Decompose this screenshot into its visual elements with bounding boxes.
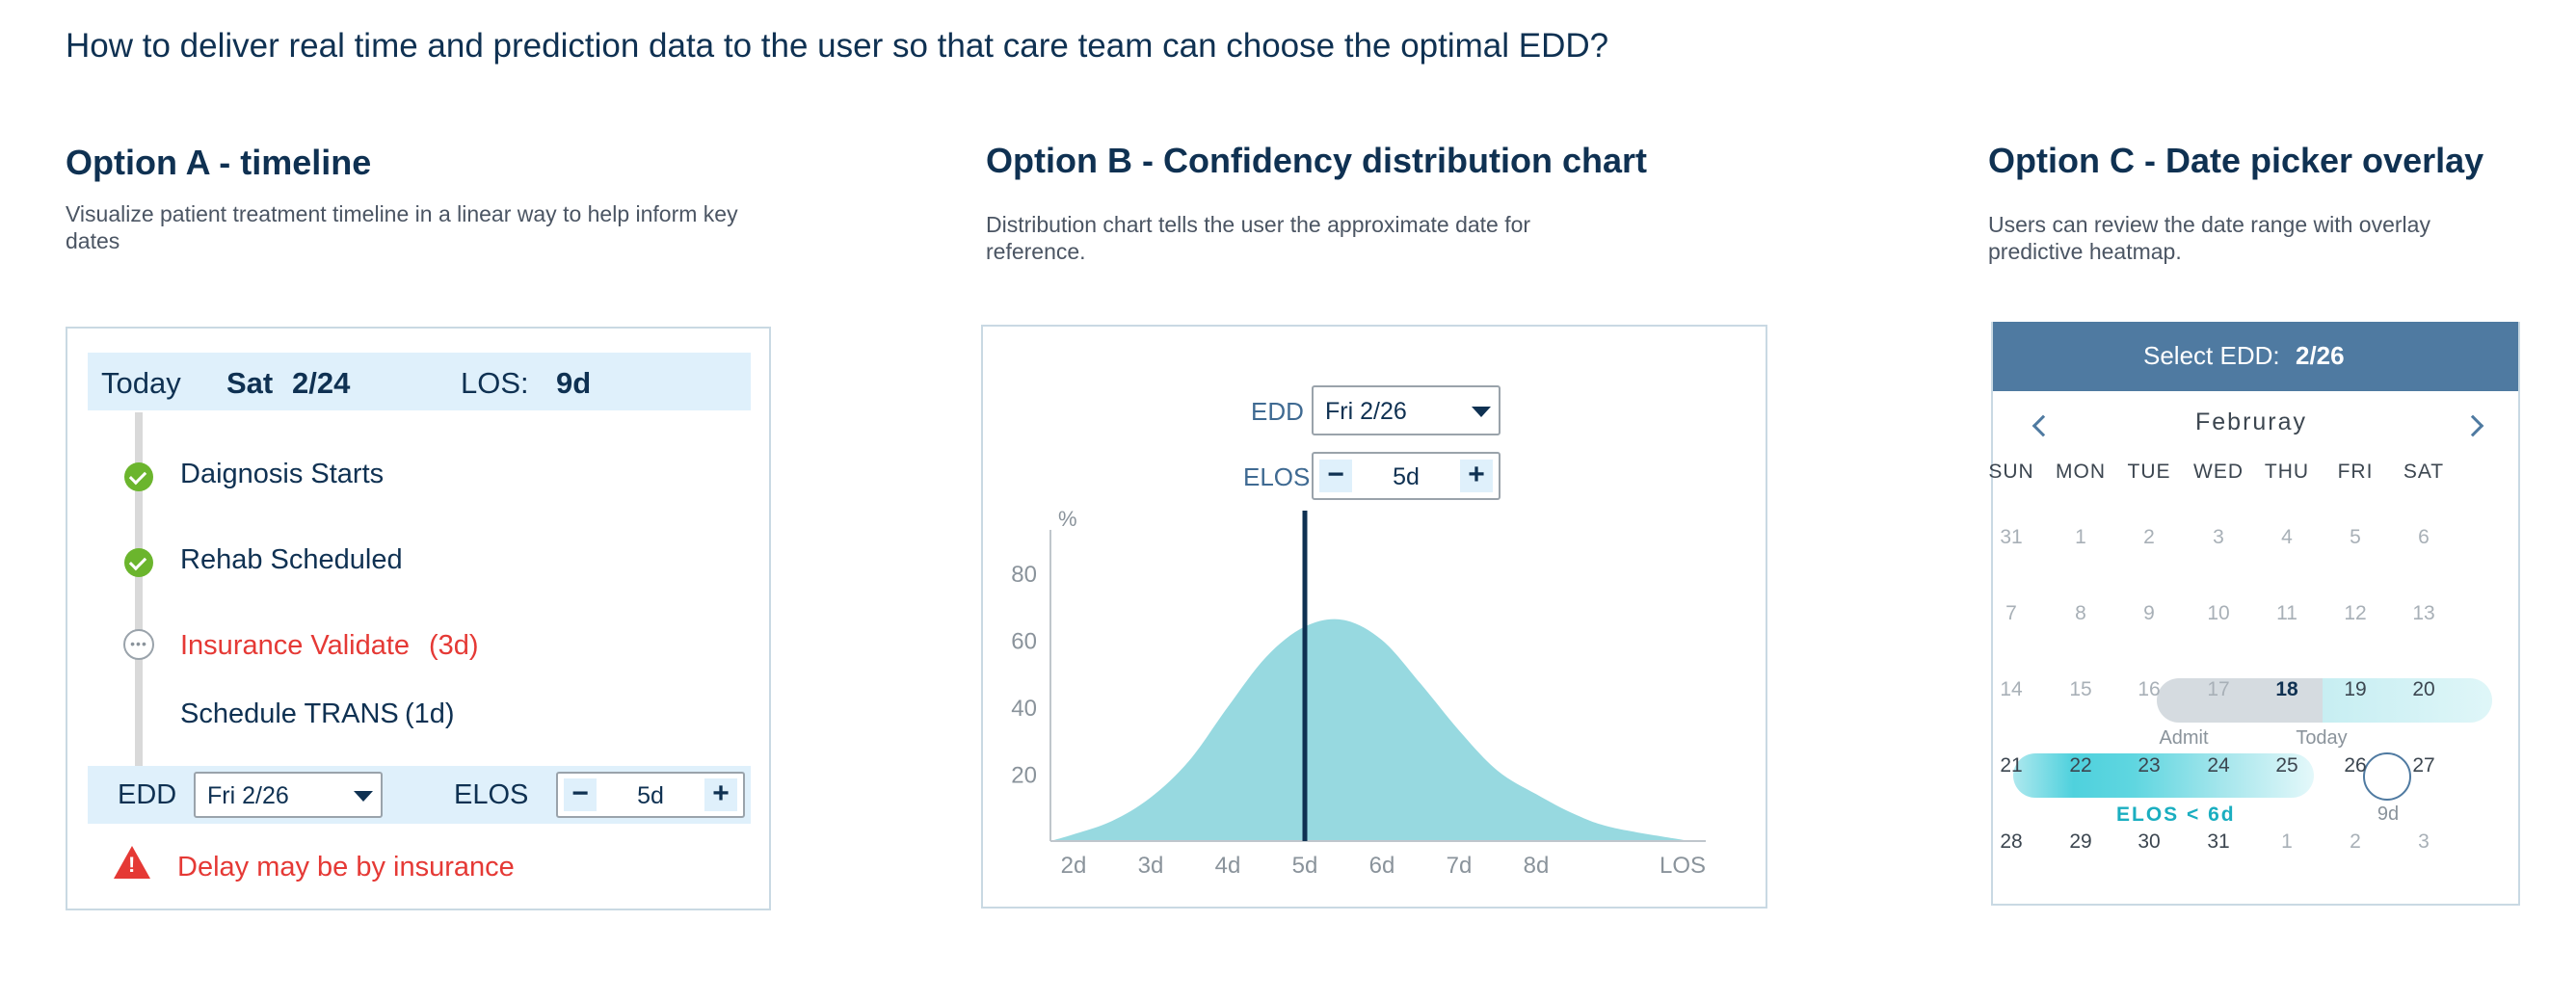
timeline-step-trans-duration: (1d): [405, 698, 455, 730]
elos-stepper-value: 5d: [606, 782, 695, 810]
admit-label: Admit: [2136, 727, 2232, 750]
main-question: How to deliver real time and prediction …: [66, 27, 1608, 66]
chevron-down-icon: [354, 791, 373, 802]
option-b-description: Distribution chart tells the user the ap…: [986, 211, 1603, 265]
x-tick-label: 8d: [1524, 853, 1550, 879]
elos-label: ELOS: [454, 779, 528, 811]
check-icon: [124, 462, 153, 491]
los-value: 9d: [556, 366, 591, 401]
b-elos-stepper-value: 5d: [1362, 463, 1450, 491]
today-day: Sat: [226, 366, 273, 401]
edd-label: EDD: [118, 779, 176, 811]
x-tick-label: 2d: [1061, 853, 1087, 879]
y-tick-label: 60: [1011, 628, 1037, 654]
option-c-description: Users can review the date range with ove…: [1988, 211, 2528, 265]
check-icon: [124, 548, 153, 577]
distribution-area: [1050, 619, 1690, 841]
calendar-month: Februray: [2195, 408, 2307, 436]
x-tick-label: 7d: [1447, 853, 1473, 879]
distribution-chart: % 80 60 40 20 2d 3d 4d 5d 6d 7d 8d LOS: [993, 501, 1725, 896]
minus-icon[interactable]: −: [1319, 460, 1352, 492]
elos-stepper[interactable]: − 5d +: [556, 772, 745, 818]
plus-icon[interactable]: +: [704, 778, 737, 811]
warning-icon: !: [114, 846, 150, 879]
b-edd-label: EDD: [1251, 397, 1304, 427]
x-tick-label: LOS: [1660, 853, 1706, 879]
option-b-title: Option B - Confidency distribution chart: [986, 141, 1647, 181]
timeline-step-insurance: Insurance Validate: [180, 630, 410, 662]
y-tick-label: 80: [1011, 562, 1037, 588]
b-elos-stepper[interactable]: − 5d +: [1312, 452, 1500, 500]
warning-message: Delay may be by insurance: [177, 852, 515, 883]
option-c-title: Option C - Date picker overlay: [1988, 141, 2483, 181]
pending-icon: •••: [123, 629, 154, 660]
b-elos-label: ELOS: [1243, 462, 1310, 492]
elos-note: ELOS < 6d: [2116, 803, 2236, 827]
y-tick-label: 40: [1011, 696, 1037, 722]
y-axis-label: %: [1058, 507, 1077, 531]
select-edd-header: Select EDD: 2/26: [1993, 322, 2518, 391]
timeline-step-insurance-duration: (3d): [429, 630, 479, 662]
x-tick-label: 4d: [1215, 853, 1241, 879]
b-edd-select[interactable]: Fri 2/26: [1312, 385, 1500, 435]
edd-select-value: Fri 2/26: [207, 782, 289, 810]
option-a-description: Visualize patient treatment timeline in …: [66, 200, 759, 254]
edd-select[interactable]: Fri 2/26: [194, 772, 383, 818]
plus-icon[interactable]: +: [1460, 460, 1493, 492]
today-bar: Today Sat 2/24 LOS: 9d: [88, 353, 751, 410]
select-edd-label: Select EDD:: [2143, 341, 2280, 371]
today-label: Today: [101, 366, 181, 401]
today-label-calendar: Today: [2273, 727, 2370, 750]
timeline-step-rehab: Rehab Scheduled: [180, 544, 403, 576]
selected-day-sub: 9d: [2340, 803, 2436, 826]
timeline-step-diagnosis: Daignosis Starts: [180, 459, 384, 490]
los-label: LOS:: [461, 366, 529, 401]
x-tick-label: 5d: [1292, 853, 1318, 879]
timeline-step-trans: Schedule TRANS: [180, 698, 399, 730]
select-edd-value: 2/26: [2296, 341, 2345, 371]
chevron-down-icon: [1472, 407, 1491, 417]
y-tick-label: 20: [1011, 762, 1037, 788]
x-tick-label: 6d: [1369, 853, 1395, 879]
b-edd-select-value: Fri 2/26: [1325, 398, 1407, 426]
option-a-title: Option A - timeline: [66, 143, 371, 183]
x-tick-label: 3d: [1138, 853, 1164, 879]
today-date: 2/24: [292, 366, 350, 401]
minus-icon[interactable]: −: [564, 778, 597, 811]
